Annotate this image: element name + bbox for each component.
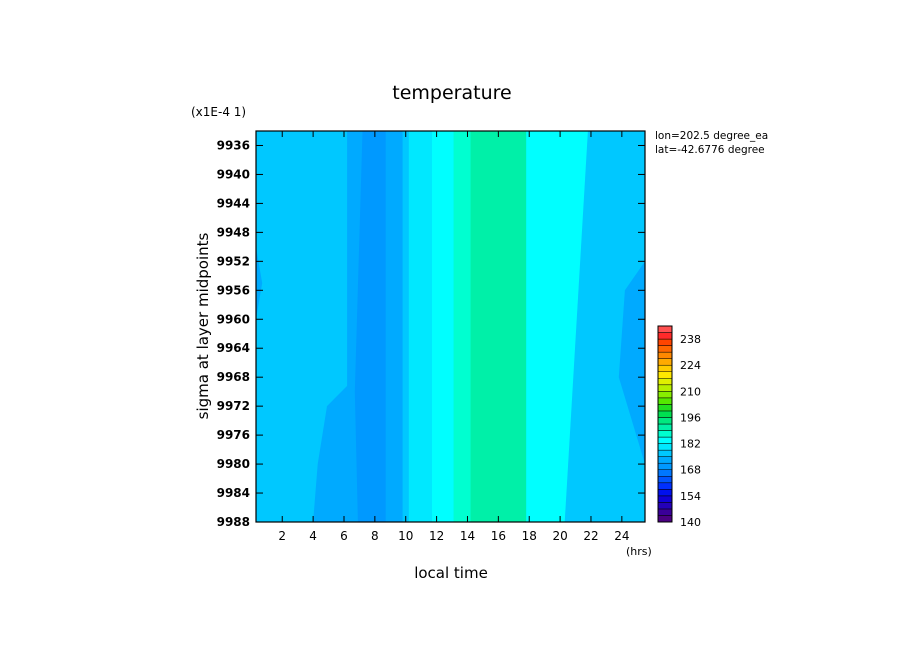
y-axis-ticks: 9936 9940 9944 9948 9952 9956 9960 9964 9968 9972… (217, 138, 645, 529)
contour-region-2 (256, 246, 263, 320)
colorbar-swatch (657, 515, 673, 523)
x-tick-label: 6 (340, 529, 348, 543)
annotation-lat: lat=-42.6776 degree (655, 144, 765, 156)
colorbar-swatch (657, 443, 673, 451)
y-tick-label: 9940 (217, 167, 250, 181)
colorbar-swatch (657, 495, 673, 503)
x-axis-ticks: 2 4 6 8 10 12 14 16 18 20 22 24 (278, 131, 629, 543)
y-tick-label: 9952 (217, 254, 250, 268)
x-tick-label: 2 (278, 529, 286, 543)
colorbar-swatch (657, 476, 673, 484)
contour-regions (256, 131, 645, 522)
colorbar-frame (657, 325, 673, 523)
x-tick-label: 12 (429, 529, 444, 543)
plot-area: 2 4 6 8 10 12 14 16 18 20 22 24 9936994099449948995… (217, 130, 646, 543)
y-tick-label: 9964 (217, 341, 250, 355)
colorbar-swatch (657, 508, 673, 516)
colorbar: 140 154 168 182 196 210 224 238 (657, 325, 701, 529)
y-tick-label: 9948 (217, 225, 250, 239)
colorbar-swatch (657, 430, 673, 438)
x-tick-label: 20 (552, 529, 567, 543)
colorbar-swatch (657, 397, 673, 405)
y-tick-label: 9968 (217, 370, 250, 384)
colorbar-label: 210 (680, 385, 701, 398)
contour-region-4 (618, 261, 645, 465)
colorbar-swatch (657, 332, 673, 340)
x-tick-label: 16 (491, 529, 506, 543)
contour-region-5 (354, 131, 386, 522)
colorbar-swatch (657, 404, 673, 412)
colorbar-label: 182 (680, 438, 701, 451)
x-tick-label: 22 (583, 529, 598, 543)
y-tick-label: 9980 (217, 457, 250, 471)
x-axis-label: local time (414, 564, 488, 582)
x-tick-label: 8 (371, 529, 379, 543)
colorbar-swatch (657, 410, 673, 418)
colorbar-swatch (657, 384, 673, 392)
colorbar-label: 224 (680, 359, 701, 372)
annotation-lon: lon=202.5 degree_ea (655, 130, 768, 142)
contour-region-10 (470, 131, 527, 522)
colorbar-swatch (657, 391, 673, 399)
colorbar-label: 140 (680, 516, 701, 529)
x-tick-label: 14 (460, 529, 475, 543)
colorbar-swatch (657, 436, 673, 444)
x-tick-label: 24 (614, 529, 629, 543)
y-axis-label: sigma at layer midpoints (194, 232, 212, 419)
colorbar-swatch (657, 358, 673, 366)
colorbar-swatch (657, 462, 673, 470)
y-tick-label: 9972 (217, 399, 250, 413)
x-tick-label: 10 (398, 529, 413, 543)
colorbar-swatch (657, 417, 673, 425)
colorbar-label: 168 (680, 464, 701, 477)
colorbar-label: 238 (680, 333, 701, 346)
x-tick-label: 18 (522, 529, 537, 543)
scale-label: (x1E-4 1) (191, 105, 246, 119)
y-tick-label: 9984 (217, 486, 250, 500)
colorbar-label: 154 (680, 490, 701, 503)
colorbar-swatch (657, 325, 673, 333)
colorbar-swatch (657, 469, 673, 477)
y-tick-label: 9956 (217, 283, 250, 297)
colorbar-swatch (657, 364, 673, 372)
colorbar-label: 196 (680, 411, 701, 424)
plot-frame (255, 130, 646, 523)
y-tick-label: 9976 (217, 428, 250, 442)
colorbar-swatch (657, 338, 673, 346)
chart-title: temperature (392, 82, 511, 104)
colorbar-swatch (657, 351, 673, 359)
y-tick-label: 9988 (217, 515, 250, 529)
y-tick-label: 9936 (217, 138, 250, 152)
colorbar-swatch (657, 489, 673, 497)
colorbar-swatch (657, 371, 673, 379)
y-tick-label: 9960 (217, 312, 250, 326)
colorbar-swatch (657, 423, 673, 431)
contour-region-7 (432, 131, 454, 522)
colorbar-swatch (657, 482, 673, 490)
contour-region-3 (313, 384, 349, 522)
contour-region-8 (526, 131, 588, 522)
x-tick-label: 4 (309, 529, 317, 543)
colorbar-swatch (657, 345, 673, 353)
colorbar-swatch (657, 502, 673, 510)
y-tick-label: 9944 (217, 196, 250, 210)
x-axis-unit: (hrs) (626, 545, 652, 558)
colorbar-swatch (657, 378, 673, 386)
colorbar-swatch (657, 449, 673, 457)
colorbar-swatch (657, 456, 673, 464)
